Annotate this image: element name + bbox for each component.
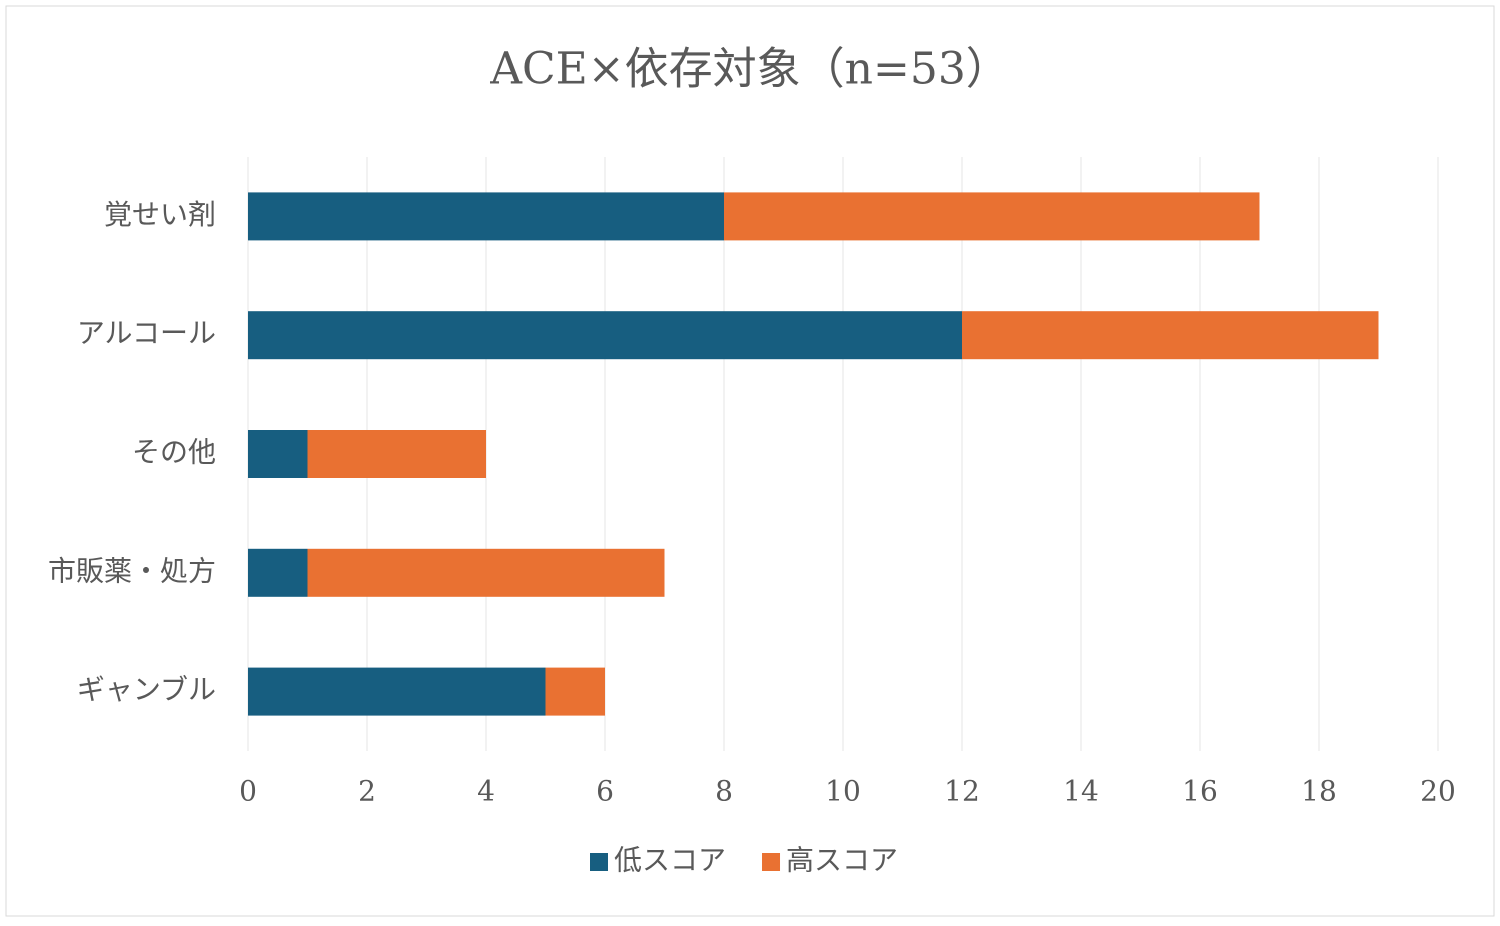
x-tick-label: 0: [239, 775, 257, 808]
legend-swatch: [590, 853, 608, 871]
bar: [248, 430, 308, 478]
x-tick-label: 16: [1182, 775, 1218, 808]
y-tick-label: ギャンブル: [77, 673, 216, 706]
x-tick-label: 6: [596, 775, 614, 808]
bar: [307, 548, 665, 597]
legend-label: 高スコア: [786, 844, 898, 877]
y-tick-label: 覚せい剤: [104, 198, 216, 231]
x-tick-label: 10: [825, 775, 861, 808]
x-tick-label: 20: [1420, 775, 1456, 808]
chart-border: [5, 5, 1495, 917]
bar: [307, 430, 486, 478]
x-tick-label: 18: [1301, 775, 1337, 808]
bar: [962, 311, 1379, 360]
legend-swatch: [762, 853, 781, 871]
y-tick-label: その他: [132, 436, 216, 469]
bar: [248, 192, 724, 241]
x-tick-label: 12: [944, 775, 980, 808]
y-tick-label: 市販薬・処方: [48, 554, 216, 587]
x-tick-label: 4: [477, 775, 495, 808]
x-tick-label: 14: [1063, 775, 1099, 808]
bar: [248, 311, 962, 360]
y-tick-label: アルコール: [77, 317, 216, 350]
x-tick-label: 2: [358, 775, 376, 808]
bar: [248, 667, 546, 716]
x-tick-label: 8: [715, 775, 733, 808]
bar: [724, 192, 1260, 241]
chart-title: ACE×依存対象（n=53）: [489, 44, 1010, 95]
legend-label: 低スコア: [614, 844, 726, 877]
bar: [248, 548, 308, 597]
bar: [545, 667, 605, 716]
